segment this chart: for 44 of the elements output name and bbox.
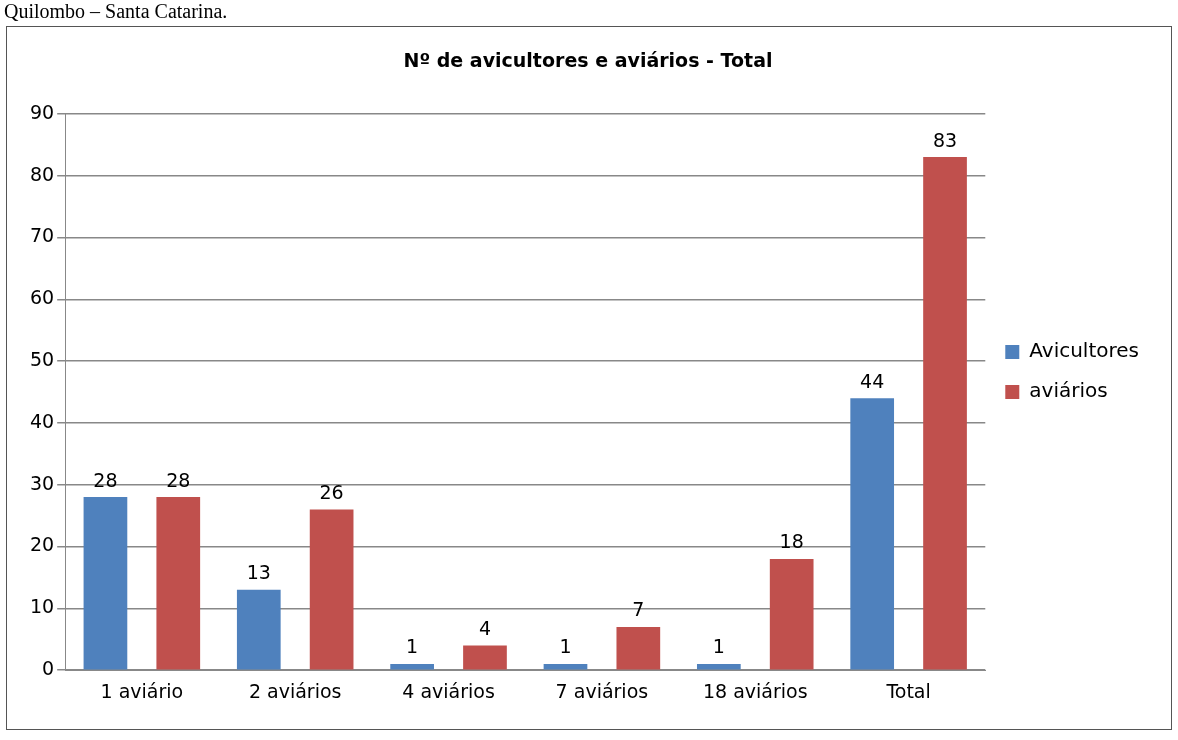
data-label: 1 bbox=[406, 635, 419, 658]
bar bbox=[543, 664, 588, 670]
bar bbox=[769, 558, 814, 670]
data-label: 26 bbox=[319, 480, 344, 503]
bar bbox=[850, 398, 895, 670]
y-tick-label: 10 bbox=[29, 595, 55, 618]
data-label: 13 bbox=[246, 561, 271, 584]
y-tick-label: 60 bbox=[29, 286, 55, 309]
data-label: 1 bbox=[712, 635, 725, 658]
data-label: 28 bbox=[166, 468, 191, 491]
data-label: 7 bbox=[632, 598, 645, 621]
bar bbox=[156, 497, 201, 670]
y-tick-label: 70 bbox=[29, 224, 55, 247]
data-label: 44 bbox=[860, 369, 885, 392]
data-label: 28 bbox=[93, 468, 118, 491]
bar bbox=[696, 664, 741, 670]
text: Quilombo – Santa Catarina. bbox=[3, 0, 229, 24]
y-tick-label: 90 bbox=[29, 100, 55, 123]
data-label: 18 bbox=[779, 530, 804, 553]
x-tick-label: Total bbox=[885, 679, 931, 702]
bar bbox=[309, 509, 354, 670]
y-tick-label: 40 bbox=[29, 409, 55, 432]
data-label: 83 bbox=[932, 128, 958, 151]
bar bbox=[923, 157, 967, 670]
x-tick-label: 1 aviário bbox=[100, 679, 184, 702]
y-tick-label: 30 bbox=[29, 471, 55, 494]
bar bbox=[463, 645, 507, 670]
legend-label: aviários bbox=[1029, 378, 1108, 403]
x-tick-label: 2 aviários bbox=[248, 679, 342, 702]
legend-label: Avicultores bbox=[1029, 338, 1139, 363]
chart-title: Nº de avicultores e aviários - Total bbox=[403, 49, 773, 72]
data-label: 1 bbox=[559, 635, 572, 658]
y-tick-label: 80 bbox=[29, 162, 55, 185]
x-tick-label: 4 aviários bbox=[402, 679, 495, 702]
bar bbox=[83, 497, 128, 670]
bar bbox=[390, 664, 434, 670]
bar bbox=[236, 589, 281, 670]
x-tick-label: 18 aviários bbox=[702, 679, 808, 702]
y-tick-label: 0 bbox=[42, 657, 55, 680]
y-tick-label: 20 bbox=[29, 533, 55, 556]
x-tick-label: 7 aviários bbox=[555, 679, 649, 702]
data-label: 4 bbox=[478, 616, 492, 639]
y-tick-label: 50 bbox=[29, 348, 55, 371]
bar bbox=[616, 626, 661, 670]
